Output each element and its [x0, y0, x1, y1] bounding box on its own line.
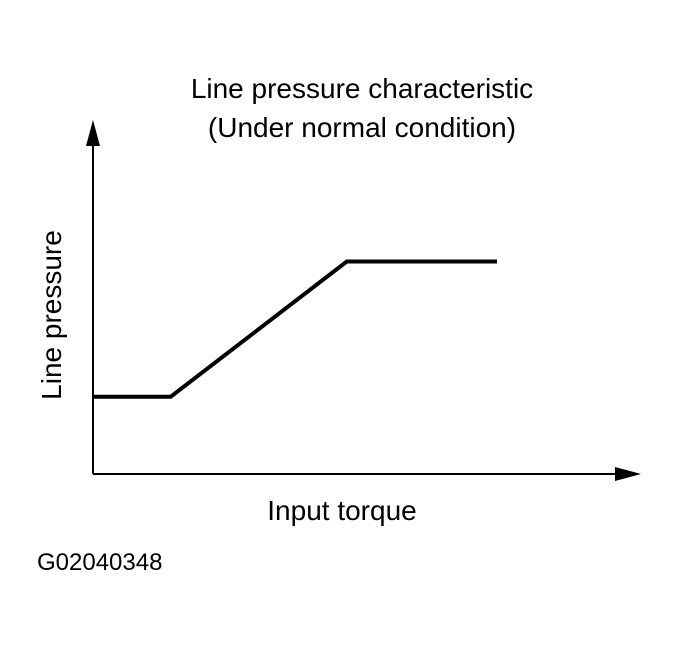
- axes: [86, 120, 641, 481]
- chart-subtitle: (Under normal condition): [208, 112, 516, 143]
- series-line-pressure: [93, 259, 497, 399]
- y-axis-arrowhead: [86, 120, 100, 146]
- series-points: [93, 261, 497, 396]
- figure-id: G02040348: [37, 549, 162, 576]
- x-axis-label: Input torque: [267, 495, 416, 526]
- x-axis-arrowhead: [615, 467, 641, 481]
- y-axis-label: Line pressure: [36, 230, 67, 400]
- chart-title: Line pressure characteristic: [191, 73, 533, 104]
